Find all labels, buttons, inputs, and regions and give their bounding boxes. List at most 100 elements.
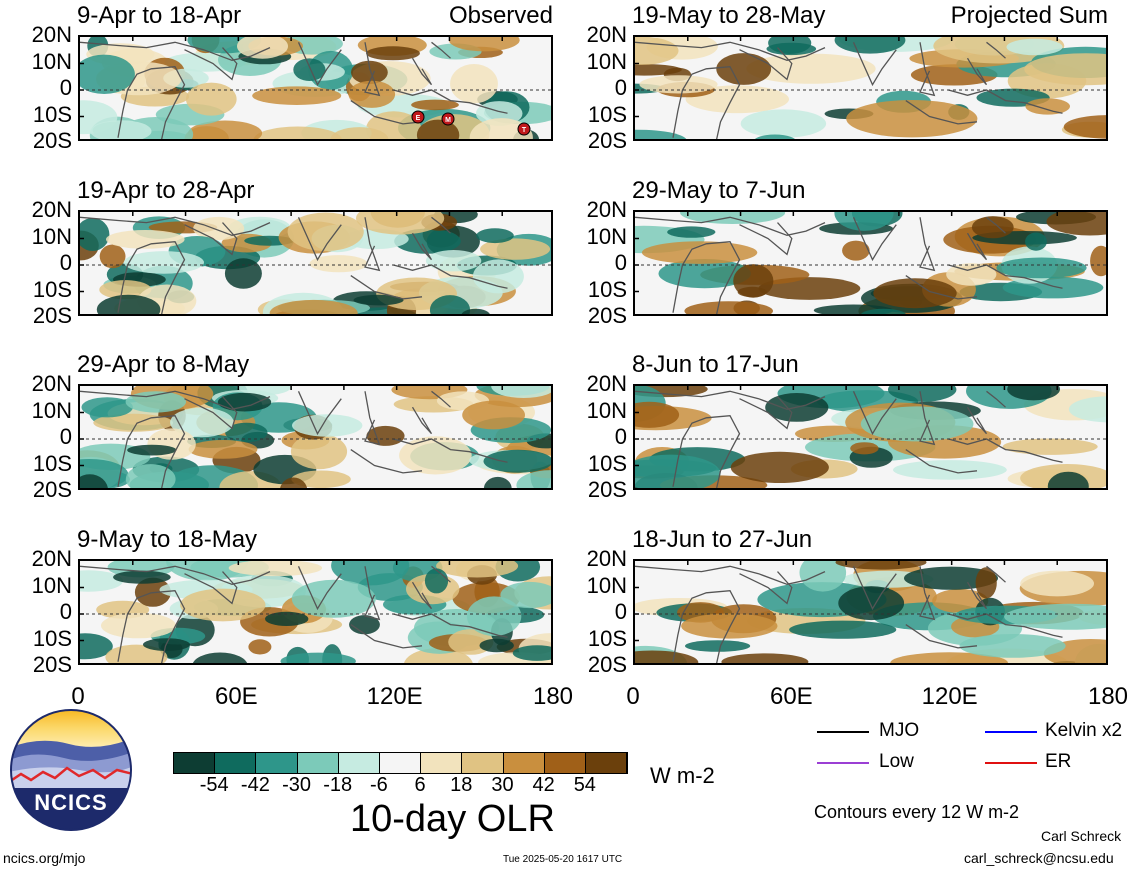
lat-tick-label: 10N — [31, 223, 72, 249]
lon-tick-label: 0 — [626, 683, 640, 710]
olr-anomaly-blob — [180, 588, 266, 622]
lon-tick-label: 60E — [769, 683, 813, 710]
olr-anomaly-blob — [353, 294, 404, 306]
colorbar-tick-label: -6 — [370, 774, 388, 796]
olr-anomaly-blob — [766, 42, 817, 56]
coastline — [966, 57, 988, 86]
lon-tick-label: 60E — [214, 683, 258, 710]
coastline — [297, 566, 342, 611]
storm-marker: M — [441, 112, 455, 126]
lat-tick-label: 10S — [587, 276, 627, 302]
olr-field — [635, 386, 1106, 488]
coastline — [986, 216, 1006, 234]
coastline — [364, 566, 381, 621]
lat-tick-label: 20N — [586, 197, 627, 222]
olr-anomaly-blob — [959, 634, 1066, 658]
olr-anomaly-blob — [789, 620, 897, 639]
olr-anomaly-blob — [217, 392, 272, 412]
coastline — [739, 222, 793, 256]
olr-anomaly-blob — [290, 433, 348, 470]
olr-anomaly-blob — [685, 640, 751, 652]
olr-anomaly-blob — [975, 567, 997, 599]
lat-tick-label: 10S — [32, 625, 72, 651]
coastline — [672, 66, 741, 139]
olr-anomaly-blob — [681, 613, 778, 639]
coastline — [350, 100, 423, 125]
colorbar-swatch — [215, 753, 257, 773]
olr-anomaly-blob — [225, 422, 268, 443]
olr-anomaly-blob — [80, 54, 135, 94]
olr-anomaly-blob — [483, 476, 512, 488]
lon-tick-label: 180 — [1087, 683, 1129, 710]
coastline — [948, 438, 1063, 463]
olr-anomaly-blob — [873, 278, 957, 309]
olr-map-panel — [633, 384, 1108, 490]
lat-tick-label: 10S — [32, 450, 72, 476]
coastline — [350, 449, 423, 474]
olr-anomaly-blob — [291, 470, 351, 488]
coastline — [431, 390, 451, 408]
lat-tick-label: 20N — [586, 22, 627, 47]
coastline — [393, 438, 508, 463]
olr-anomaly-blob — [1068, 396, 1106, 423]
colorbar — [173, 752, 628, 774]
coastline — [117, 66, 186, 139]
svg-text:T: T — [522, 127, 527, 134]
panel-title: 8-Jun to 17-Jun — [632, 351, 799, 378]
lat-tick-label: 20S — [32, 652, 72, 677]
coastline — [350, 275, 423, 300]
olr-anomaly-blob — [356, 212, 445, 235]
lat-tick-label: 20N — [31, 22, 72, 47]
olr-anomaly-blob — [237, 37, 288, 59]
footer-url[interactable]: ncics.org/mjo — [3, 850, 86, 866]
olr-field — [80, 212, 551, 314]
svg-text:M: M — [445, 117, 451, 124]
coastline — [948, 89, 1063, 114]
legend-line-mjo — [817, 731, 869, 733]
coastline — [986, 565, 1006, 583]
coastline — [184, 571, 238, 605]
coastline — [966, 581, 988, 610]
olr-anomaly-blob — [90, 120, 152, 139]
coastline — [986, 41, 1006, 59]
olr-field — [80, 561, 551, 663]
olr-anomaly-blob — [287, 212, 364, 252]
olr-anomaly-blob — [860, 406, 974, 442]
olr-anomaly-blob — [1047, 471, 1089, 488]
colorbar-swatch — [379, 753, 422, 773]
svg-text:E: E — [416, 115, 421, 122]
olr-anomaly-blob — [113, 570, 171, 584]
olr-anomaly-blob — [1046, 212, 1106, 236]
lat-tick-label: 20S — [587, 303, 627, 328]
olr-anomaly-blob — [280, 652, 356, 663]
olr-anomaly-blob — [996, 257, 1087, 279]
lat-tick-label: 20S — [587, 652, 627, 677]
olr-anomaly-blob — [80, 218, 110, 251]
coastline — [117, 241, 186, 314]
lat-tick-label: 20N — [31, 371, 72, 396]
olr-anomaly-blob — [635, 454, 721, 488]
legend-line-low — [817, 762, 869, 764]
olr-anomaly-blob — [366, 425, 405, 446]
olr-anomaly-blob — [291, 579, 376, 618]
olr-anomaly-blob — [1004, 603, 1106, 630]
coastline — [117, 590, 186, 663]
olr-anomaly-blob — [721, 653, 809, 663]
legend-label-low: Low — [879, 751, 914, 772]
lat-tick-label: 0 — [59, 75, 72, 100]
olr-anomaly-blob — [450, 64, 498, 104]
olr-anomaly-blob — [480, 238, 551, 260]
olr-anomaly-blob — [1063, 115, 1106, 139]
olr-anomaly-blob — [1006, 38, 1063, 56]
lat-tick-label: 10S — [32, 276, 72, 302]
coastline — [635, 41, 826, 61]
colorbar-swatch — [462, 753, 504, 773]
lat-tick-label: 10S — [587, 101, 627, 127]
coastline — [184, 222, 238, 256]
olr-anomaly-blob — [1090, 245, 1106, 277]
legend-label-er: ER — [1045, 751, 1072, 772]
olr-anomaly-blob — [635, 129, 687, 139]
olr-map-panel — [633, 559, 1108, 665]
coastline — [635, 216, 826, 236]
olr-anomaly-blob — [252, 86, 342, 105]
